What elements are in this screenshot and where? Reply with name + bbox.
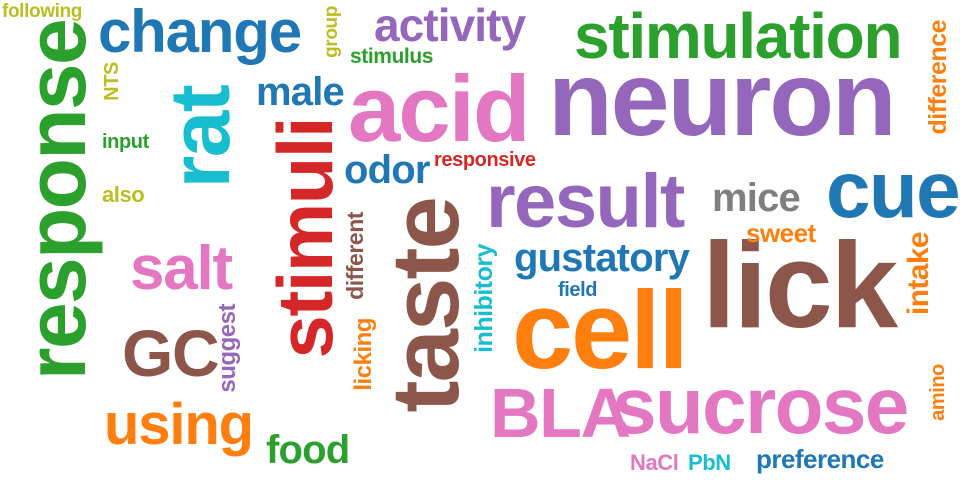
word-stimulus: stimulus: [350, 45, 433, 68]
word-nacl: NaCl: [630, 450, 679, 475]
word-group: group: [321, 6, 342, 58]
word-rat: rat: [153, 86, 247, 189]
word-licking: licking: [350, 318, 377, 391]
word-inhibitory: inhibitory: [470, 244, 498, 353]
word-stimuli: stimuli: [261, 118, 349, 359]
word-food: food: [266, 428, 350, 472]
word-odor: odor: [344, 148, 430, 192]
word-responsive: responsive: [434, 149, 536, 171]
word-field: field: [558, 279, 598, 301]
word-following: following: [2, 1, 82, 22]
word-stimulation: stimulation: [574, 0, 903, 72]
word-lick: lick: [702, 217, 898, 353]
word-input: input: [102, 131, 149, 153]
word-activity: activity: [374, 0, 526, 51]
word-sucrose: sucrose: [612, 361, 909, 450]
word-neuron: neuron: [548, 40, 897, 158]
word-pbn: PbN: [688, 450, 731, 475]
word-using: using: [104, 392, 254, 457]
word-taste: taste: [372, 198, 479, 413]
word-amino: amino: [927, 364, 949, 421]
word-also: also: [102, 182, 145, 207]
word-sweet: sweet: [746, 218, 816, 248]
word-gc: GC: [122, 316, 220, 390]
word-change: change: [98, 0, 302, 65]
word-intake: intake: [902, 232, 935, 316]
word-salt: salt: [130, 234, 233, 303]
word-mice: mice: [712, 176, 801, 220]
word-response: response: [9, 20, 103, 381]
word-nts: NTS: [101, 62, 123, 101]
word-gustatory: gustatory: [514, 236, 690, 280]
word-preference: preference: [756, 444, 884, 474]
word-different: different: [342, 212, 368, 300]
word-result: result: [486, 159, 685, 244]
word-male: male: [256, 70, 345, 114]
word-cell: cell: [512, 269, 689, 392]
word-suggest: suggest: [214, 304, 241, 393]
word-difference: difference: [924, 20, 952, 135]
word-acid: acid: [348, 56, 530, 161]
word-bla: BLA: [490, 374, 631, 452]
word-cue: cue: [826, 145, 960, 234]
